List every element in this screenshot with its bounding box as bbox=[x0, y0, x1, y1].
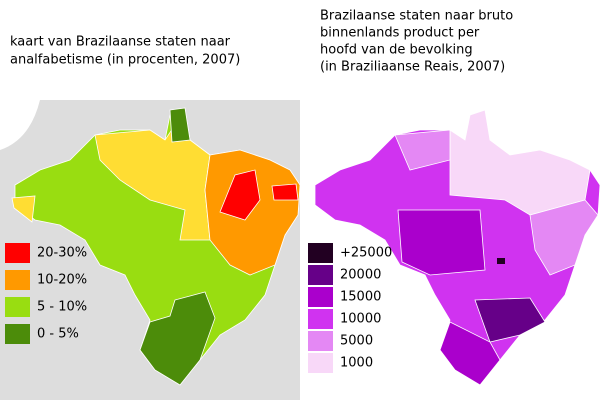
region bbox=[497, 258, 505, 264]
region bbox=[397, 209, 486, 276]
region bbox=[449, 109, 591, 216]
legend-swatch bbox=[308, 287, 333, 307]
legend-label: 20000 bbox=[340, 268, 381, 283]
region bbox=[271, 183, 299, 201]
legend-swatch bbox=[5, 243, 30, 263]
map-title: binnenlands product per bbox=[320, 26, 480, 41]
region bbox=[139, 291, 216, 386]
region bbox=[529, 199, 599, 276]
legend-label: 20-30% bbox=[37, 246, 87, 261]
region bbox=[474, 297, 546, 343]
legend-swatch bbox=[5, 324, 30, 344]
legend-swatch bbox=[308, 243, 333, 263]
legend-swatch bbox=[308, 331, 333, 351]
region bbox=[219, 169, 261, 221]
legend-label: 0 - 5% bbox=[37, 327, 79, 342]
legend-label: 5000 bbox=[340, 334, 373, 349]
region bbox=[439, 321, 501, 386]
region bbox=[204, 149, 301, 276]
legend-swatch bbox=[5, 270, 30, 290]
legend-label: 15000 bbox=[340, 290, 381, 305]
legend-swatch bbox=[308, 309, 333, 329]
legend-label: 10000 bbox=[340, 312, 381, 327]
map-title: (in Braziliaanse Reais, 2007) bbox=[320, 60, 505, 75]
region bbox=[394, 129, 451, 171]
map-title: analfabetisme (in procenten, 2007) bbox=[10, 53, 240, 68]
legend-label: 1000 bbox=[340, 356, 373, 371]
legend-label: 5 - 10% bbox=[37, 300, 87, 315]
legends: 20-30% 10-20% 5 - 10% 0 - 5% +25000 20000 1500… bbox=[5, 243, 392, 373]
map-title: Brazilaanse staten naar bruto bbox=[320, 9, 513, 24]
legend-swatch bbox=[308, 353, 333, 373]
titles: kaart van Brazilaanse staten naar analfab… bbox=[10, 9, 513, 75]
legend-label: 10-20% bbox=[37, 273, 87, 288]
legend-swatch bbox=[308, 265, 333, 285]
map-title: kaart van Brazilaanse staten naar bbox=[10, 35, 231, 50]
region bbox=[11, 195, 36, 223]
legend-swatch bbox=[5, 297, 30, 317]
region bbox=[169, 107, 191, 143]
left-map bbox=[0, 100, 301, 400]
legend-label: +25000 bbox=[340, 246, 392, 261]
map-title: hoofd van de bevolking bbox=[320, 43, 473, 58]
right-map bbox=[314, 109, 600, 386]
